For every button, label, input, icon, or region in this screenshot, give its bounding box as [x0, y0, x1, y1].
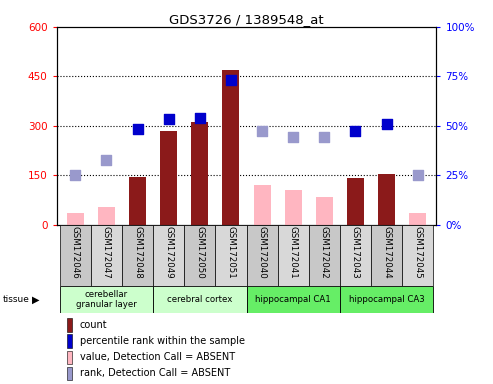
- Bar: [253, 185, 271, 225]
- Point: [414, 172, 422, 178]
- Point: [134, 126, 141, 132]
- Bar: [91, 225, 122, 286]
- Text: GSM172040: GSM172040: [257, 227, 267, 279]
- Text: GSM172050: GSM172050: [195, 227, 204, 279]
- Text: percentile rank within the sample: percentile rank within the sample: [80, 336, 245, 346]
- Point: [320, 134, 328, 141]
- Point: [352, 127, 359, 134]
- Text: GSM172041: GSM172041: [289, 227, 298, 279]
- Bar: [278, 225, 309, 286]
- Title: GDS3726 / 1389548_at: GDS3726 / 1389548_at: [169, 13, 324, 26]
- Text: GSM172045: GSM172045: [413, 227, 422, 279]
- Bar: [347, 179, 364, 225]
- Bar: [340, 286, 433, 313]
- Point: [289, 134, 297, 141]
- Bar: [60, 225, 91, 286]
- Bar: [215, 225, 246, 286]
- Bar: [60, 286, 153, 313]
- Bar: [184, 225, 215, 286]
- Bar: [222, 70, 240, 225]
- Point: [258, 127, 266, 134]
- Text: hippocampal CA1: hippocampal CA1: [255, 295, 331, 304]
- Bar: [191, 122, 209, 225]
- Text: GSM172043: GSM172043: [351, 227, 360, 279]
- Point: [165, 116, 173, 122]
- Bar: [160, 131, 177, 225]
- Text: cerebellar
granular layer: cerebellar granular layer: [76, 290, 137, 309]
- Text: GSM172046: GSM172046: [71, 227, 80, 279]
- Bar: [122, 225, 153, 286]
- Text: value, Detection Call = ABSENT: value, Detection Call = ABSENT: [80, 352, 235, 362]
- Bar: [316, 197, 333, 225]
- Text: GSM172048: GSM172048: [133, 227, 142, 279]
- Bar: [371, 225, 402, 286]
- Text: cerebral cortex: cerebral cortex: [167, 295, 233, 304]
- Bar: [246, 225, 278, 286]
- Point: [383, 121, 390, 127]
- Text: ▶: ▶: [32, 295, 39, 305]
- Point: [103, 157, 110, 164]
- Bar: [409, 213, 426, 225]
- Text: tissue: tissue: [2, 295, 30, 304]
- Text: rank, Detection Call = ABSENT: rank, Detection Call = ABSENT: [80, 368, 230, 379]
- Bar: [340, 225, 371, 286]
- Text: count: count: [80, 320, 107, 330]
- Text: hippocampal CA3: hippocampal CA3: [349, 295, 424, 304]
- Bar: [67, 213, 84, 225]
- Bar: [246, 286, 340, 313]
- Text: GSM172042: GSM172042: [320, 227, 329, 279]
- Text: GSM172044: GSM172044: [382, 227, 391, 279]
- Bar: [129, 177, 146, 225]
- Bar: [378, 174, 395, 225]
- Text: GSM172049: GSM172049: [164, 227, 173, 279]
- Text: GSM172047: GSM172047: [102, 227, 111, 279]
- Point: [71, 172, 79, 178]
- Bar: [153, 225, 184, 286]
- Bar: [402, 225, 433, 286]
- Text: GSM172051: GSM172051: [226, 227, 236, 279]
- Point: [196, 114, 204, 121]
- Bar: [309, 225, 340, 286]
- Bar: [284, 190, 302, 225]
- Bar: [98, 207, 115, 225]
- Bar: [153, 286, 246, 313]
- Point: [227, 76, 235, 83]
